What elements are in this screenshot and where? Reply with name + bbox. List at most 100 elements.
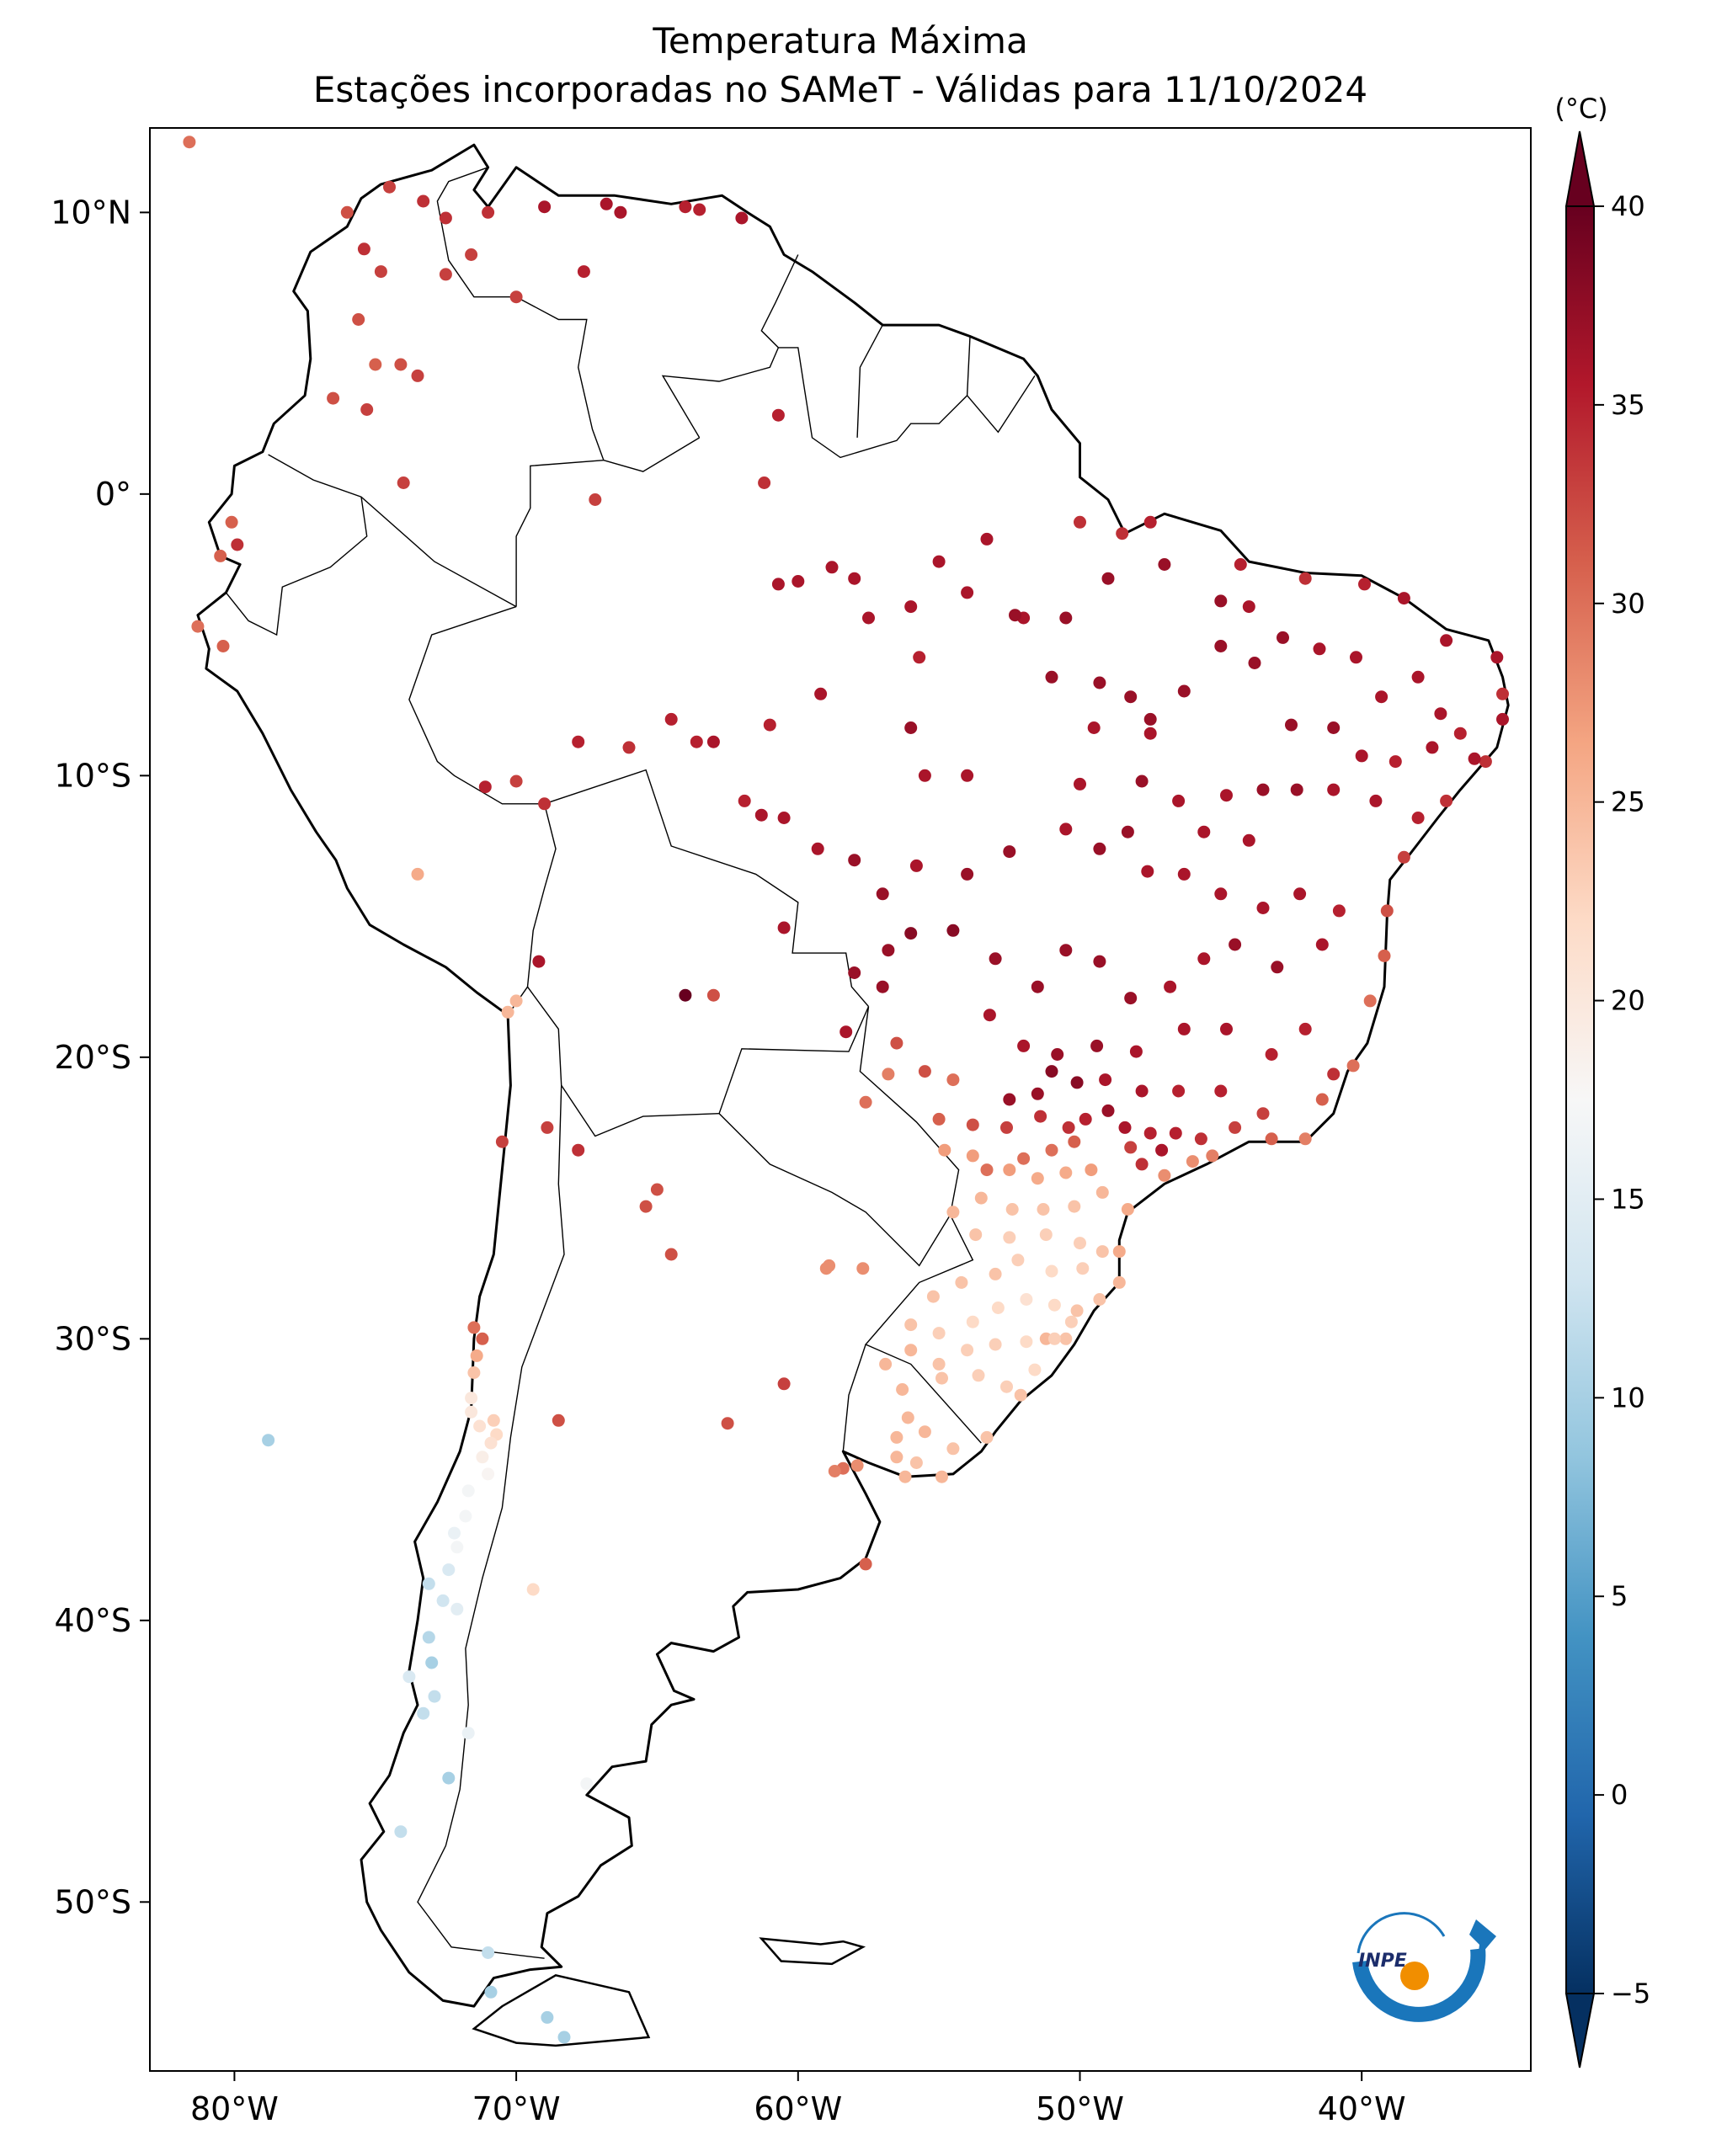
station-point	[862, 611, 875, 625]
station-point	[1298, 1132, 1312, 1146]
station-point	[876, 980, 889, 993]
station-point	[966, 1118, 979, 1131]
station-point	[1214, 640, 1228, 652]
logo-orbit	[1357, 1912, 1446, 1954]
station-point	[1093, 676, 1106, 689]
station-point	[478, 780, 492, 794]
station-point	[1375, 690, 1389, 704]
station-point	[1135, 1158, 1149, 1171]
colorbar: (°C) 40 35 30 25 20 15 10 5 0 −5	[1554, 93, 1650, 2068]
station-point	[1070, 1304, 1084, 1318]
station-point	[1014, 1388, 1027, 1402]
station-point	[811, 842, 824, 855]
station-point	[369, 358, 382, 371]
station-point	[1037, 1203, 1050, 1216]
country-border	[507, 803, 557, 1016]
station-point	[980, 532, 994, 546]
station-point	[876, 887, 889, 901]
station-point	[904, 721, 918, 734]
station-point	[890, 1451, 903, 1464]
station-point	[1380, 904, 1394, 918]
station-point	[1116, 527, 1129, 540]
y-tick-label: 10°S	[55, 757, 131, 794]
station-point	[1093, 842, 1106, 855]
station-point	[1214, 1084, 1228, 1098]
station-point	[825, 561, 839, 574]
station-point	[360, 403, 374, 416]
station-point	[918, 1425, 931, 1439]
station-point	[983, 1009, 996, 1022]
station-point	[1315, 938, 1329, 951]
station-point	[1118, 1121, 1132, 1134]
y-tick-label: 40°S	[55, 1602, 131, 1639]
country-border	[718, 1113, 951, 1267]
colorbar-upper-extension	[1564, 130, 1596, 207]
station-point	[935, 1371, 948, 1385]
station-point	[961, 1344, 974, 1357]
station-point	[679, 200, 692, 214]
station-point	[1135, 1084, 1149, 1098]
station-point	[487, 1413, 500, 1427]
station-point	[577, 265, 590, 279]
station-point	[859, 1557, 872, 1571]
station-point	[1129, 1045, 1143, 1058]
station-point	[1363, 994, 1377, 1008]
station-point	[1124, 992, 1138, 1005]
station-point	[946, 1073, 960, 1087]
station-point	[1172, 794, 1186, 807]
station-point	[465, 248, 478, 261]
inpe-logo: INPE	[1352, 1912, 1496, 2022]
station-point	[231, 538, 244, 551]
station-point	[1155, 1143, 1169, 1157]
station-point	[989, 952, 1002, 966]
station-point	[352, 313, 365, 326]
station-point	[706, 735, 720, 748]
station-point	[467, 1366, 481, 1379]
colorbar-tick-label: 15	[1611, 1183, 1645, 1215]
station-point	[1378, 949, 1391, 962]
station-point	[1411, 812, 1425, 824]
station-point	[327, 391, 340, 405]
colorbar-tick-label: 10	[1611, 1381, 1645, 1413]
station-point	[1031, 1172, 1044, 1185]
station-point	[1389, 755, 1402, 769]
station-point	[690, 735, 703, 748]
station-point	[374, 265, 387, 279]
station-point	[1397, 850, 1410, 864]
station-point	[1327, 783, 1341, 796]
station-point	[1003, 1163, 1016, 1177]
station-point	[706, 988, 720, 1002]
station-point	[1079, 1112, 1092, 1126]
station-point	[1124, 1141, 1138, 1154]
country-border	[856, 324, 883, 438]
station-point	[622, 741, 636, 754]
station-point	[1039, 1228, 1053, 1242]
station-point	[754, 808, 768, 822]
islands	[472, 1937, 866, 2047]
station-point	[422, 1631, 435, 1644]
station-point	[1158, 558, 1171, 571]
station-point	[495, 1135, 509, 1148]
station-point	[896, 1383, 909, 1396]
station-point	[1141, 865, 1154, 878]
station-point	[1169, 1126, 1182, 1140]
station-point	[191, 620, 205, 633]
station-point	[848, 572, 861, 585]
station-point	[650, 1183, 664, 1196]
station-point	[926, 1290, 940, 1303]
station-point	[935, 1470, 948, 1483]
station-point	[450, 1541, 464, 1554]
station-point	[1440, 634, 1453, 647]
station-point	[1090, 1039, 1104, 1052]
station-point	[1265, 1048, 1278, 1061]
station-point	[814, 687, 828, 700]
station-point	[969, 1228, 983, 1242]
station-point	[1020, 1335, 1033, 1349]
station-point	[1496, 712, 1509, 726]
colorbar-body	[1565, 205, 1595, 1994]
y-tick-label: 10°N	[51, 194, 131, 231]
station-point	[859, 1095, 872, 1109]
station-point	[1434, 707, 1447, 721]
station-point	[216, 640, 230, 652]
station-point	[428, 1690, 441, 1703]
